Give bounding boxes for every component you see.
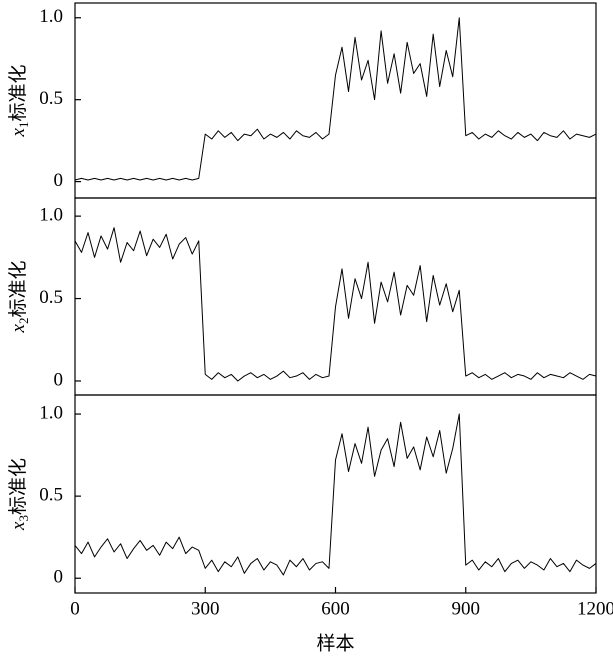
y-tick-label: 1.0 xyxy=(39,402,63,423)
x-tick-label: 900 xyxy=(452,598,481,619)
plot-frame xyxy=(74,394,597,594)
y-axis-label: x1标准化 xyxy=(7,65,31,138)
data-line xyxy=(74,413,597,576)
y-tick-label: 0.5 xyxy=(39,88,63,109)
plot-frame xyxy=(74,197,597,396)
x-tick-label: 300 xyxy=(191,598,220,619)
data-line xyxy=(74,227,597,382)
y-label-var: x xyxy=(8,323,29,333)
y-axis-label: x3标准化 xyxy=(7,458,31,531)
x-tick-label: 1200 xyxy=(577,598,613,619)
y-label-text: 标准化 xyxy=(7,458,29,515)
x-tick-label: 0 xyxy=(70,598,80,619)
x-tick-label: 600 xyxy=(321,598,350,619)
y-tick-label: 1.0 xyxy=(39,204,63,225)
y-tick-label: 0 xyxy=(54,369,64,390)
y-tick-label: 0 xyxy=(54,170,64,191)
y-tick-label: 0.5 xyxy=(39,287,63,308)
y-label-sub: 3 xyxy=(16,515,31,522)
x-axis-label: 样本 xyxy=(316,632,354,654)
y-label-text: 标准化 xyxy=(7,65,29,122)
data-line xyxy=(74,17,597,181)
y-label-sub: 2 xyxy=(16,318,31,325)
y-label-var: x xyxy=(8,127,29,137)
plot-frame xyxy=(74,2,597,199)
y-tick-label: 1.0 xyxy=(39,6,63,27)
y-label-var: x xyxy=(8,521,29,531)
y-label-text: 标准化 xyxy=(7,261,29,318)
y-label-sub: 1 xyxy=(16,122,31,129)
y-tick-label: 0 xyxy=(54,567,64,588)
y-axis-label: x2标准化 xyxy=(7,261,31,334)
y-tick-label: 0.5 xyxy=(39,484,63,505)
